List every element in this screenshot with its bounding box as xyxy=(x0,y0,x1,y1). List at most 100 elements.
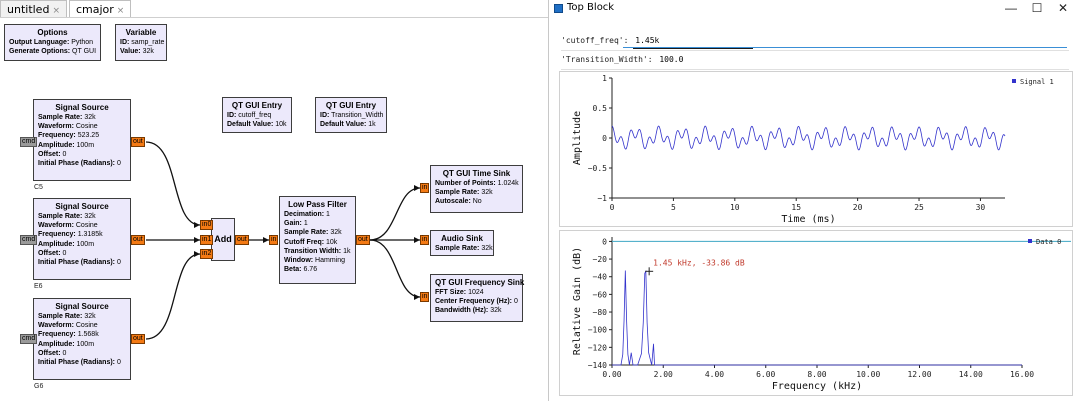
tab-cmajor[interactable]: cmajor × xyxy=(68,0,132,18)
minimize-button[interactable]: — xyxy=(1005,1,1017,15)
close-button[interactable]: ✕ xyxy=(1057,1,1069,15)
divider xyxy=(561,69,1069,70)
time-sink-block[interactable]: QT GUI Time Sink Number of Points: 1.024… xyxy=(430,165,523,213)
cmd-port[interactable]: cmd xyxy=(20,137,38,147)
frequency-sink-block[interactable]: QT GUI Frequency Sink FFT Size: 1024 Cen… xyxy=(430,274,524,322)
param-key: Sample Rate: xyxy=(435,245,480,252)
focus-underline xyxy=(623,47,1067,48)
in-port[interactable]: in xyxy=(420,235,430,245)
param-value: 6.76 xyxy=(303,266,318,274)
tab-label: untitled xyxy=(7,3,50,16)
param-value: QT GUI xyxy=(72,48,97,56)
x-tick-label: 10.00 xyxy=(856,370,880,379)
y-tick-label: −120 xyxy=(588,343,607,352)
entry-transition-block[interactable]: QT GUI Entry ID: Transition_Width Defaul… xyxy=(315,97,387,133)
wire-src3-add xyxy=(145,253,201,340)
connection-wires xyxy=(145,141,421,340)
out-port[interactable]: out xyxy=(235,235,249,245)
param-value: 32k xyxy=(84,114,96,121)
legend-swatch xyxy=(1012,79,1016,83)
wire-lpf-timesink xyxy=(369,187,421,241)
param-value: 32k xyxy=(84,313,96,320)
close-icon[interactable]: × xyxy=(116,6,125,16)
block-title: Audio Sink xyxy=(441,234,483,243)
param-value: 523.25 xyxy=(77,132,100,140)
y-tick-label: −140 xyxy=(588,361,607,370)
out-port[interactable]: out xyxy=(131,334,145,344)
param-key: Sample Rate: xyxy=(284,229,329,237)
signal-source-c5-block[interactable]: Signal Source Sample Rate: 32k Waveform:… xyxy=(33,99,131,181)
x-tick-label: 20 xyxy=(853,203,863,212)
x-tick-label: 16.00 xyxy=(1010,370,1034,379)
frequency-plot[interactable]: 0.00 2.00 4.00 6.00 8.00 10.00 12.00 14.00 16.00… xyxy=(560,231,1072,395)
param-key: Transition Width: xyxy=(284,247,342,255)
param-key: Offset: xyxy=(38,349,61,357)
param-value: Transition_Width xyxy=(331,112,384,119)
param-key: Sample Rate: xyxy=(38,213,83,220)
legend-label: Data 0 xyxy=(1036,238,1061,246)
in-port[interactable]: in0 xyxy=(200,220,214,230)
tab-untitled[interactable]: untitled × xyxy=(0,0,67,18)
app-icon xyxy=(554,4,563,13)
block-comment: E6 xyxy=(34,283,43,290)
legend-swatch xyxy=(1028,239,1032,243)
flowgraph-editor[interactable]: untitled × cmajor × Options Output Languag… xyxy=(0,0,548,401)
param-key: Initial Phase (Radians): xyxy=(38,160,116,168)
param-value: 10k xyxy=(275,121,287,129)
block-title: QT GUI Entry xyxy=(325,101,377,110)
param-value: 1.024k xyxy=(497,180,519,187)
param-key: Generate Options: xyxy=(9,48,71,56)
x-tick-label: 0 xyxy=(610,203,615,212)
y-tick-label: −0.5 xyxy=(588,164,607,173)
signal-source-g6-block[interactable]: Signal Source Sample Rate: 32k Waveform:… xyxy=(33,298,131,380)
x-tick-label: 5 xyxy=(671,203,676,212)
in-port[interactable]: in xyxy=(420,183,430,193)
param-key: Frequency: xyxy=(38,231,76,239)
out-port[interactable]: out xyxy=(356,235,370,245)
param-key: Sample Rate: xyxy=(435,189,480,197)
signal-source-e6-block[interactable]: Signal Source Sample Rate: 32k Waveform:… xyxy=(33,198,131,280)
param-value: 1024 xyxy=(468,289,484,296)
options-block[interactable]: Options Output Language: Python Generate… xyxy=(4,24,101,61)
out-port[interactable]: out xyxy=(131,235,145,245)
freq-plot-panel[interactable]: 0.00 2.00 4.00 6.00 8.00 10.00 12.00 14.00 16.00… xyxy=(559,230,1073,396)
param-value: Cosine xyxy=(75,222,98,230)
maximize-button[interactable]: ☐ xyxy=(1031,1,1043,15)
param-value: No xyxy=(472,198,482,206)
x-tick-label: 6.00 xyxy=(756,370,775,379)
transition-width-input[interactable]: 100.0 xyxy=(659,55,684,64)
cmd-port[interactable]: cmd xyxy=(20,235,38,245)
x-tick-label: 14.00 xyxy=(959,370,983,379)
param-key: Offset: xyxy=(38,249,61,257)
variable-block[interactable]: Variable ID: samp_rate Value: 32k xyxy=(115,24,167,61)
entry-cutoff-block[interactable]: QT GUI Entry ID: cutoff_freq Default Val… xyxy=(222,97,292,133)
wire-src1-add xyxy=(145,141,201,226)
marker-label: 1.45 kHz, -33.86 dB xyxy=(653,258,745,267)
param-key: Decimation: xyxy=(284,211,325,218)
low-pass-filter-block[interactable]: Low Pass Filter Decimation: 1 Gain: 1 Sa… xyxy=(279,196,356,284)
y-tick-label: −100 xyxy=(588,326,607,335)
wire-lpf-freqsink xyxy=(369,239,421,298)
audio-sink-block[interactable]: Audio Sink Sample Rate: 32k xyxy=(430,230,494,256)
param-key: Value: xyxy=(120,48,141,56)
param-key: Cutoff Freq: xyxy=(284,238,325,246)
in-port[interactable]: in xyxy=(420,292,430,302)
param-key: Initial Phase (Radians): xyxy=(38,359,116,367)
param-value: Cosine xyxy=(75,322,98,330)
param-key: Offset: xyxy=(38,150,61,158)
time-plot[interactable]: 0 5 10 15 20 25 30 −1 −0.5 0 0.5 1 Time (ms) Amplitud… xyxy=(560,72,1072,226)
in-port[interactable]: in xyxy=(269,235,279,245)
y-tick-label: 1 xyxy=(602,74,607,83)
cutoff-freq-input[interactable]: 1.45k xyxy=(633,34,754,49)
param-value: 32k xyxy=(481,245,493,252)
in-port[interactable]: in2 xyxy=(200,249,214,259)
cmd-port[interactable]: cmd xyxy=(20,334,38,344)
x-tick-label: 25 xyxy=(914,203,924,212)
out-port[interactable]: out xyxy=(131,137,145,147)
close-icon[interactable]: × xyxy=(52,6,60,16)
block-title: Low Pass Filter xyxy=(288,200,347,209)
time-plot-panel[interactable]: 0 5 10 15 20 25 30 −1 −0.5 0 0.5 1 Time (ms) Amplitud… xyxy=(559,71,1073,227)
add-block[interactable]: Add xyxy=(211,218,235,261)
in-port[interactable]: in1 xyxy=(200,235,214,245)
param-value: 0 xyxy=(513,298,518,306)
